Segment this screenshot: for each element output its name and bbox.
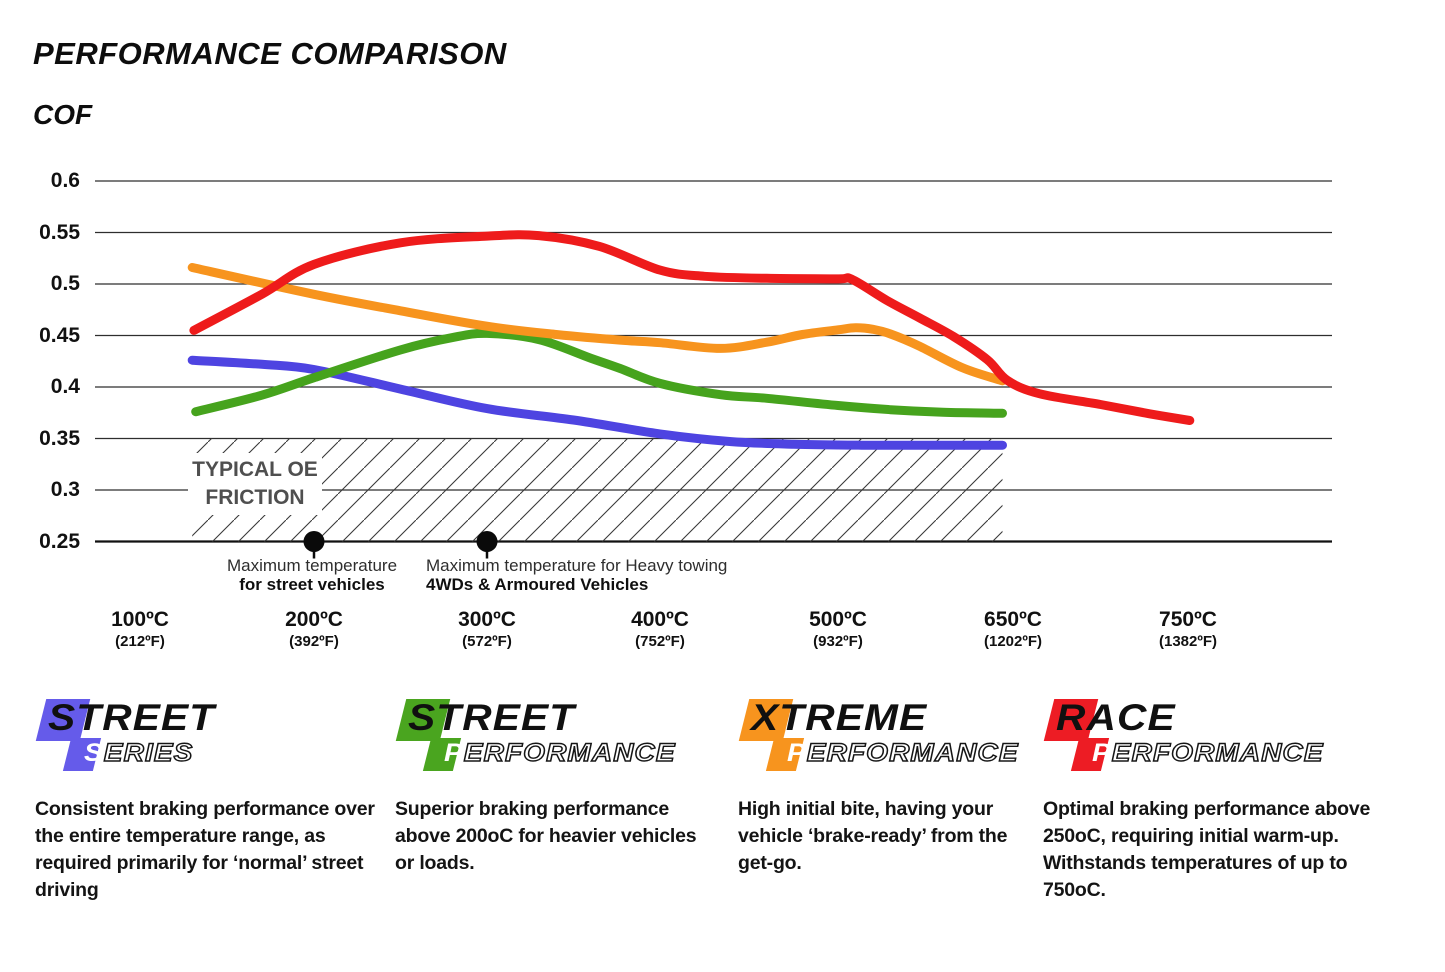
x-tick-fahrenheit: (932ºF) xyxy=(813,633,863,650)
x-tick-celsius: 400ºC xyxy=(631,608,689,631)
street-series-logo: STREET SERIES xyxy=(35,697,375,774)
x-tick-label-650: 650ºC (1202ºF) xyxy=(984,608,1042,650)
street-series-logo-line2: SERIES xyxy=(84,738,194,767)
x-tick-celsius: 300ºC xyxy=(458,608,516,631)
series-line-race-performance xyxy=(189,230,1195,425)
race-performance-logo: RACE PERFORMANCE xyxy=(1043,697,1375,774)
y-tick-label-0.55: 0.55 xyxy=(39,220,80,244)
marker-annotation-street-line2: for street vehicles xyxy=(239,575,385,594)
street-series-description: Consistent braking performance over the … xyxy=(35,798,375,901)
legend-street-series: STREET SERIES Consistent braking perform… xyxy=(35,697,375,904)
x-tick-fahrenheit: (572ºF) xyxy=(462,633,512,650)
race-performance-logo-line1: RACE xyxy=(1056,697,1176,738)
oe-friction-line1: TYPICAL OE xyxy=(192,458,318,481)
street-performance-logo-line2: PERFORMANCE xyxy=(444,738,676,767)
street-performance-logo-line1: STREET xyxy=(408,697,576,738)
x-tick-celsius: 750ºC xyxy=(1159,608,1217,631)
x-tick-label-200: 200ºC (392ºF) xyxy=(285,608,343,650)
y-tick-label-0.5: 0.5 xyxy=(50,272,80,295)
y-tick-label-0.35: 0.35 xyxy=(39,426,80,450)
marker-dot-2 xyxy=(476,531,498,552)
street-series-logo-line1: STREET xyxy=(48,697,216,738)
marker-dot-1 xyxy=(303,531,325,552)
xtreme-performance-logo-line2: PERFORMANCE xyxy=(787,738,1019,767)
x-tick-fahrenheit: (752ºF) xyxy=(635,633,685,650)
xtreme-performance-logo-line1: XTREME xyxy=(751,697,928,738)
x-tick-label-400: 400ºC (752ºF) xyxy=(631,608,689,650)
y-tick-label-0.6: 0.6 xyxy=(50,169,80,192)
series-line-street-series xyxy=(187,355,1007,450)
marker-annotation-street-line1: Maximum temperature xyxy=(226,556,398,575)
y-tick-label-0.25: 0.25 xyxy=(39,529,80,553)
race-performance-logo-line2: PERFORMANCE xyxy=(1092,738,1324,767)
y-tick-label-0.3: 0.3 xyxy=(50,478,80,501)
x-tick-label-300: 300ºC (572ºF) xyxy=(458,608,516,650)
oe-friction-line2: FRICTION xyxy=(205,486,305,509)
y-axis-title: COF xyxy=(33,99,93,130)
xtreme-performance-description: High initial bite, having your vehicle ‘… xyxy=(738,798,1008,874)
xtreme-performance-logo: XTREME PERFORMANCE xyxy=(738,697,1023,774)
x-tick-fahrenheit: (212ºF) xyxy=(115,633,165,650)
legend-street-performance: STREET PERFORMANCE Superior braking perf… xyxy=(395,697,717,877)
race-performance-description: Optimal braking performance above 250oC,… xyxy=(1043,798,1371,901)
x-tick-label-750: 750ºC (1382ºF) xyxy=(1159,608,1217,650)
y-tick-label-0.45: 0.45 xyxy=(39,323,80,347)
x-tick-fahrenheit: (392ºF) xyxy=(289,633,339,650)
x-tick-fahrenheit: (1202ºF) xyxy=(983,633,1043,650)
marker-annotation-towing: Maximum temperature for Heavy towing 4WD… xyxy=(426,557,746,594)
page-title: PERFORMANCE COMPARISON xyxy=(33,36,507,71)
marker-annotation-towing-line2: 4WDs & Armoured Vehicles xyxy=(426,575,649,594)
x-tick-celsius: 650ºC xyxy=(984,608,1042,631)
x-tick-label-500: 500ºC (932ºF) xyxy=(809,608,867,650)
legend-xtreme-performance: XTREME PERFORMANCE High initial bite, ha… xyxy=(738,697,1023,877)
x-tick-celsius: 500ºC xyxy=(809,608,867,631)
x-tick-celsius: 200ºC xyxy=(285,608,343,631)
marker-annotation-street: Maximum temperature for street vehicles xyxy=(202,557,422,594)
legend-race-performance: RACE PERFORMANCE Optimal braking perform… xyxy=(1043,697,1375,904)
x-tick-fahrenheit: (1382ºF) xyxy=(1158,633,1218,650)
y-tick-label-0.4: 0.4 xyxy=(50,375,80,398)
series-line-street-performance xyxy=(191,328,1007,418)
x-tick-celsius: 100ºC xyxy=(111,608,169,631)
oe-friction-label: TYPICAL OE FRICTION xyxy=(188,453,322,515)
street-performance-logo: STREET PERFORMANCE xyxy=(395,697,717,774)
x-tick-label-100: 100ºC (212ºF) xyxy=(111,608,169,650)
street-performance-description: Superior braking performance above 200oC… xyxy=(395,798,697,874)
series-line-xtreme-performance xyxy=(187,263,1007,386)
oe-friction-zone xyxy=(192,438,1003,542)
marker-annotation-towing-line1: Maximum temperature for Heavy towing xyxy=(426,556,728,575)
